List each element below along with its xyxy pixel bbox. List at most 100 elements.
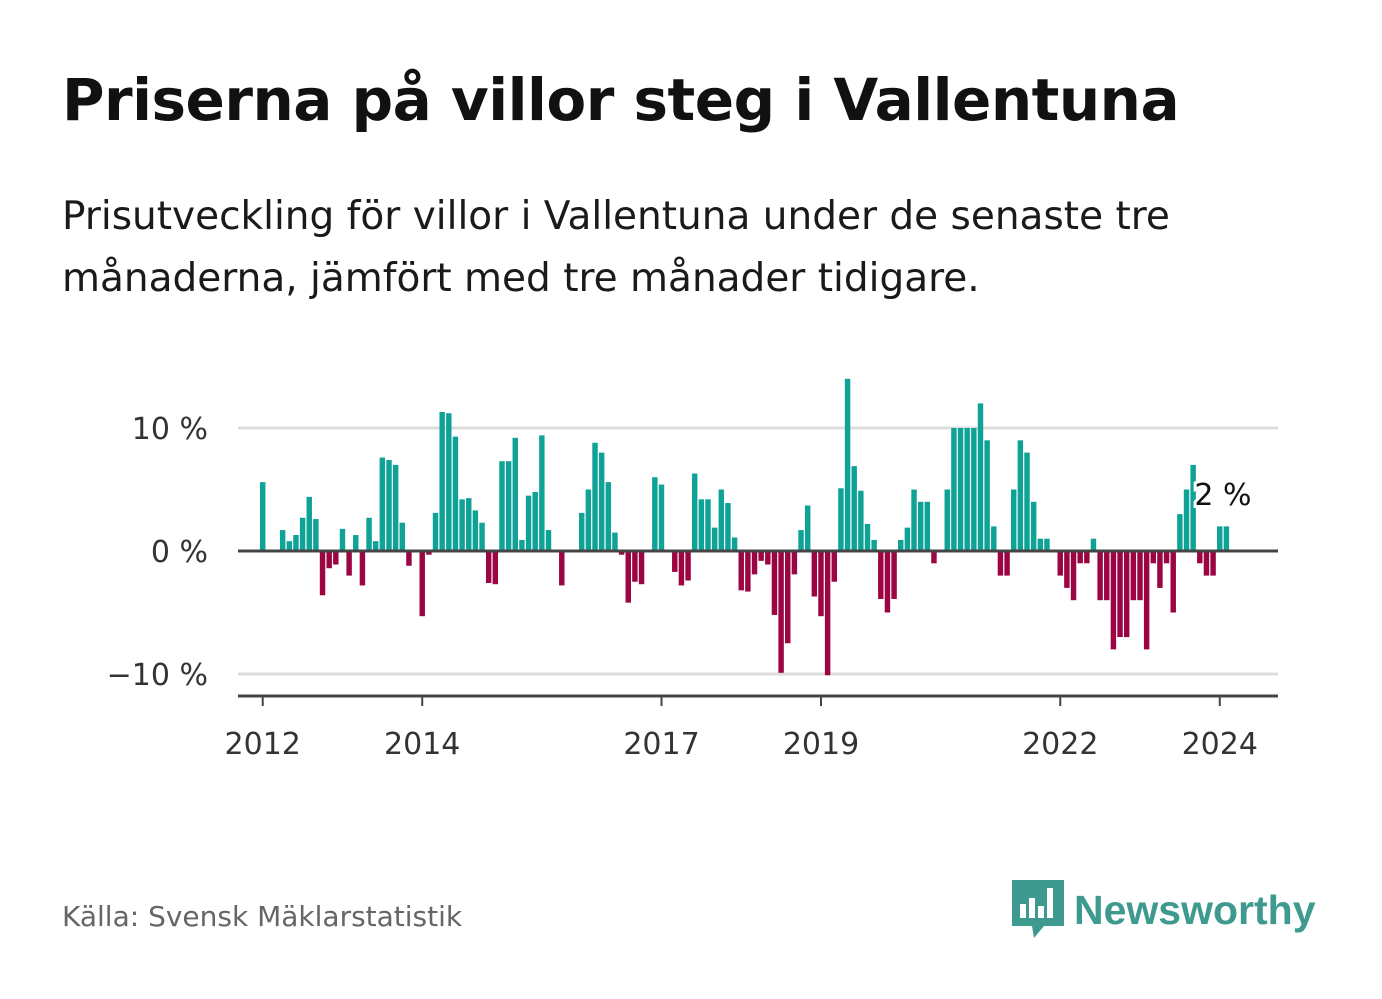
x-tick-label: 2017 (623, 727, 699, 762)
grid-lines (238, 426, 1278, 676)
bar (818, 551, 824, 617)
bar (1197, 551, 1203, 564)
bar (472, 510, 479, 551)
bar (798, 530, 804, 551)
bar (878, 551, 884, 599)
bar (466, 498, 472, 551)
bar (459, 499, 465, 551)
bar (1163, 551, 1170, 564)
bar (1217, 526, 1223, 551)
bar (638, 551, 645, 585)
bar (333, 551, 339, 565)
bar (1123, 551, 1130, 638)
bar (804, 505, 811, 551)
bar (1090, 538, 1097, 551)
bar (738, 551, 744, 591)
bar (791, 551, 798, 575)
bar (279, 530, 286, 551)
bar (406, 551, 412, 566)
bar (1077, 551, 1083, 564)
bar (372, 541, 379, 551)
bar (592, 442, 598, 551)
bar (1017, 440, 1024, 551)
source-note: Källa: Svensk Mäklarstatistik (62, 900, 463, 933)
bar (711, 527, 718, 551)
bar (1143, 551, 1150, 650)
bar (366, 517, 372, 551)
bar (931, 551, 937, 564)
bar (951, 428, 957, 551)
bar (765, 551, 771, 565)
bar (652, 477, 658, 551)
bar (685, 551, 691, 581)
bar (439, 412, 445, 551)
bar (1057, 551, 1063, 576)
bar (858, 490, 864, 551)
bar (957, 428, 964, 551)
y-tick-label: 10 % (132, 412, 208, 447)
y-axis-labels: 10 % 0 % −10 % (107, 412, 208, 693)
bar (532, 491, 538, 551)
bar (844, 378, 851, 551)
bar (539, 435, 545, 551)
bar (319, 551, 326, 596)
bar (785, 551, 791, 644)
bar (386, 459, 392, 551)
bar (1084, 551, 1090, 564)
bar (326, 551, 332, 569)
bar (971, 428, 977, 551)
bar (260, 482, 266, 551)
bar (1150, 551, 1157, 564)
bar (1177, 514, 1183, 551)
bar (293, 535, 299, 551)
bar (1030, 501, 1037, 551)
y-tick-label: 0 % (151, 535, 208, 570)
bar (618, 551, 625, 555)
axes (238, 549, 1278, 706)
bar (838, 488, 844, 551)
bar (286, 541, 293, 551)
bar (977, 403, 984, 551)
last-value-label: 2 % (1194, 478, 1251, 513)
bar (924, 501, 931, 551)
bar (353, 535, 359, 551)
bar (339, 528, 346, 551)
bar (1104, 551, 1110, 601)
x-tick-label: 2024 (1182, 727, 1258, 762)
bar (917, 501, 924, 551)
x-tick-label: 2019 (783, 727, 859, 762)
bar (991, 526, 997, 551)
bar (1137, 551, 1143, 601)
bar (632, 551, 638, 582)
bar (691, 473, 698, 551)
brand-logo: Newsworthy (1012, 880, 1316, 940)
bar (1004, 551, 1010, 576)
chart-title: Priserna på villor steg i Vallentuna (62, 66, 1180, 134)
bar-series (260, 378, 1230, 676)
bar (545, 530, 552, 551)
y-tick-label: −10 % (107, 658, 208, 693)
bar (864, 523, 871, 551)
bar (492, 551, 499, 585)
bar (525, 495, 532, 551)
bar (612, 532, 618, 551)
bar (499, 461, 505, 551)
bar (1157, 551, 1163, 588)
bar (1064, 551, 1070, 588)
bar (898, 539, 904, 551)
bar (1203, 551, 1210, 576)
bar (758, 551, 764, 561)
bar (725, 503, 731, 551)
bar (984, 440, 990, 551)
annotations: 2 % (1191, 475, 1254, 516)
bar (585, 489, 592, 551)
bar (313, 519, 319, 551)
bar (379, 457, 386, 551)
x-tick-label: 2022 (1022, 727, 1098, 762)
bar (911, 489, 917, 551)
bar (479, 522, 485, 551)
bar (811, 551, 818, 597)
bar (997, 551, 1004, 576)
bar (346, 551, 352, 576)
bar (944, 489, 950, 551)
